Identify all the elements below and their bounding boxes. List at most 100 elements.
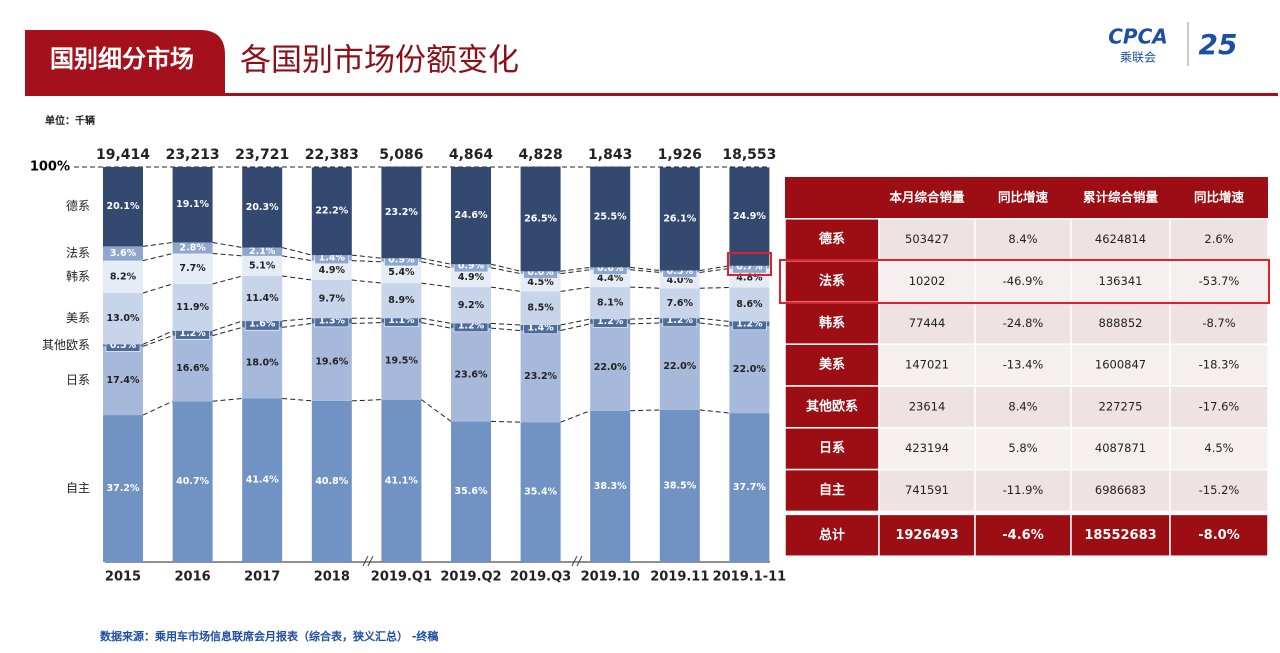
connector	[560, 323, 591, 332]
bar-segment	[311, 260, 352, 280]
table-cell-bg	[1070, 218, 1171, 262]
value-label: 1.6%	[249, 319, 276, 330]
table-cell-bg	[974, 468, 1072, 513]
connector	[560, 286, 591, 292]
value-label: 40.7%	[176, 476, 209, 487]
bar-segment	[451, 167, 491, 265]
total-label: 23,721	[235, 147, 289, 163]
connector	[490, 327, 521, 332]
y-tick-label: 100%	[30, 160, 70, 175]
bar-segment	[381, 166, 422, 259]
table-cell: 1926493	[895, 528, 958, 543]
total-label: 19,414	[96, 147, 150, 163]
total-label: 1,843	[588, 147, 632, 163]
table-cell: 日系	[819, 440, 845, 456]
table-header: 同比增速	[998, 189, 1049, 204]
bar-segment	[659, 323, 700, 410]
value-label: 22.0%	[663, 361, 696, 372]
table-cell: 741591	[905, 483, 949, 497]
table-cell: 其他欧系	[806, 398, 858, 414]
bar-segment	[311, 279, 352, 319]
table-cell: -11.9%	[1003, 483, 1044, 497]
bar-segment	[172, 242, 213, 254]
table-cell-bg	[784, 427, 880, 471]
table-cell: 77444	[909, 316, 946, 330]
value-label: 1.2%	[667, 315, 694, 326]
table-cell-bg	[878, 218, 976, 262]
table-cell: 10202	[909, 274, 946, 288]
connector	[142, 330, 173, 345]
logo-25: 25	[1199, 28, 1238, 61]
value-label: 5.4%	[388, 267, 415, 278]
connector	[142, 241, 173, 247]
x-tick-label: 2017	[244, 570, 280, 585]
bar-segment	[451, 267, 491, 288]
value-label: 41.4%	[246, 475, 279, 486]
value-label: 4.4%	[597, 273, 624, 284]
value-label: 9.2%	[458, 300, 485, 311]
table-cell: 美系	[819, 357, 845, 373]
connector	[630, 286, 660, 289]
table-cell-bg	[1169, 301, 1269, 345]
table-cell-bg	[878, 385, 976, 429]
table-cell: 韩系	[819, 315, 845, 331]
bar-segment	[172, 401, 213, 562]
connector	[490, 286, 521, 292]
value-label: 17.4%	[107, 375, 140, 386]
table-cell: -53.7%	[1199, 274, 1240, 288]
value-label: 1.2%	[597, 316, 624, 327]
table-header: 同比增速	[1194, 189, 1245, 204]
connector	[490, 267, 521, 275]
connector	[282, 275, 312, 281]
table-cell: -4.6%	[1002, 528, 1043, 543]
table-cell: 503427	[905, 232, 949, 246]
connector	[699, 322, 730, 327]
table-cell-bg	[878, 343, 976, 387]
bar-segment	[520, 166, 561, 272]
x-tick-label: 2019.11	[650, 570, 709, 585]
connector	[421, 322, 452, 329]
bar-segment	[103, 260, 143, 294]
bar-segment	[103, 246, 143, 261]
bar-segment	[520, 291, 561, 325]
table-cell: 总计	[819, 527, 845, 543]
legend-label: 其他欧系	[42, 338, 90, 352]
x-tick-label: 2019.1-11	[713, 570, 787, 585]
bar-segment	[242, 167, 283, 248]
connector	[212, 397, 243, 402]
table-cell: 227275	[1099, 399, 1143, 413]
bar-segment	[242, 398, 283, 562]
bar-segment	[729, 413, 770, 562]
connector	[630, 322, 660, 325]
connector	[560, 410, 591, 423]
value-label: 7.7%	[179, 263, 206, 274]
value-label: 26.5%	[524, 213, 557, 224]
value-label: 38.5%	[663, 480, 696, 491]
table-cell-bg	[1070, 427, 1171, 471]
highlight-row	[779, 259, 1270, 304]
connector	[490, 420, 521, 423]
value-label: 1.1%	[388, 315, 415, 326]
value-label: 19.1%	[176, 199, 209, 210]
table-cell-bg	[1169, 218, 1269, 262]
x-tick-label: 2019.10	[581, 570, 640, 585]
connector	[212, 320, 243, 332]
table-cell-bg	[1169, 427, 1269, 471]
connector	[142, 283, 173, 294]
value-label: 38.3%	[594, 481, 627, 492]
bar-segment	[242, 276, 283, 322]
table-cell-bg	[1169, 513, 1269, 557]
bar-segment	[172, 253, 213, 284]
table-cell-bg	[784, 343, 880, 387]
table-cell: 德系	[819, 231, 845, 247]
value-label: 35.4%	[524, 487, 557, 498]
bar-segment	[172, 283, 213, 331]
table-header-bg	[785, 177, 1268, 219]
logo-cn: 乘联会	[1120, 51, 1156, 65]
bar-segment	[242, 327, 283, 399]
value-label: 1.4%	[319, 252, 346, 263]
table-cell-bg	[784, 513, 880, 557]
table-cell: -17.6%	[1199, 399, 1240, 413]
bar-segment	[381, 261, 422, 284]
connector	[421, 257, 452, 265]
